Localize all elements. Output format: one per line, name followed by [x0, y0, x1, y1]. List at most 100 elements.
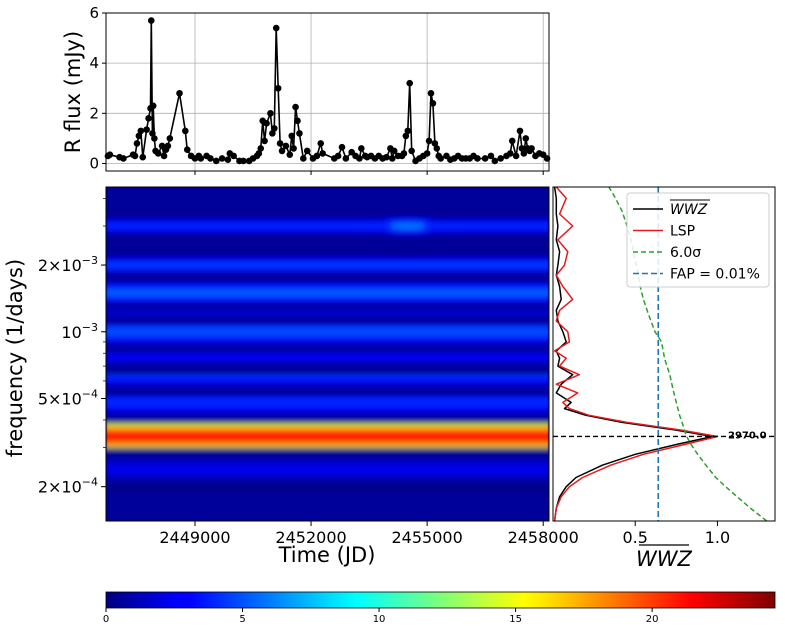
- lightcurve-point: [106, 151, 114, 158]
- colorbar-tick-label: 5: [239, 614, 245, 625]
- lightcurve-point: [313, 152, 321, 160]
- heatmap-band-layer: [106, 350, 549, 356]
- periodogram-x-tick-label: 0.5: [622, 528, 647, 547]
- periodogram-x-ticks: 0.5 1.0: [622, 521, 730, 547]
- lightcurve-y-ticks: 0 2 4 6: [89, 4, 106, 172]
- lightcurve-point: [274, 84, 282, 92]
- periodogram-panel: 0.5 1.0 WWZ WWZ LSP 6.0σ FAP = 0.01%: [552, 186, 776, 571]
- lightcurve-point: [491, 157, 499, 165]
- colorbar: 0 5 10 15 20: [103, 591, 776, 625]
- heatmap-y-tick-label: 10−3: [61, 321, 98, 342]
- lightcurve-point: [164, 142, 172, 150]
- lightcurve-point: [303, 147, 311, 155]
- heatmap-y-tick-label: 2×10−4: [38, 476, 98, 497]
- lightcurve-point: [406, 79, 414, 87]
- lightcurve-point: [255, 150, 263, 157]
- colorbar-gradient: [105, 591, 776, 609]
- lightcurve-point: [151, 135, 158, 142]
- lightcurve-ylabel: R flux (mJy): [61, 31, 85, 153]
- lightcurve-point: [516, 127, 524, 135]
- periodogram-line-lsp: [553, 187, 719, 521]
- lightcurve-point: [423, 150, 431, 157]
- periodogram-x-tick-label: 1.0: [705, 528, 730, 547]
- lightcurve-point: [522, 135, 530, 142]
- lightcurve-point: [390, 147, 398, 155]
- lightcurve-point: [508, 137, 516, 145]
- legend-label: FAP = 0.01%: [670, 267, 760, 283]
- lightcurve-y-tick-label: 4: [89, 54, 99, 72]
- lightcurve-point: [282, 142, 290, 150]
- heatmap-frame: [105, 186, 550, 522]
- lightcurve-point: [518, 145, 526, 152]
- lightcurve-point: [137, 127, 145, 135]
- lightcurve-point: [358, 145, 365, 152]
- heatmap-x-tick-label: 2455000: [391, 528, 462, 547]
- lightcurve-y-tick-label: 2: [89, 104, 99, 122]
- heatmap-ylabel: frequency (1/days): [3, 259, 27, 457]
- heatmap-x-ticks: 2449000 2452000 2455000 2458000: [159, 521, 579, 547]
- lightcurve-point: [261, 137, 268, 145]
- lightcurve-point: [290, 145, 297, 152]
- heatmap-y-tick-exponent: −3: [82, 321, 98, 334]
- wavelet-panel: 2449000 2452000 2455000 2458000 2×10−45×10−…: [3, 186, 579, 567]
- legend-label: WWZ: [670, 202, 708, 218]
- lightcurve-point: [160, 152, 168, 160]
- lightcurve-point: [402, 132, 410, 140]
- lightcurve-point: [276, 140, 284, 147]
- heatmap-y-tick-exponent: −4: [82, 387, 98, 400]
- heatmap-band-layer: [106, 329, 549, 335]
- heatmap-band-layer: [106, 431, 549, 442]
- lightcurve-point: [520, 150, 528, 157]
- lightcurve-point: [286, 151, 294, 158]
- heatmap-y-tick-base: 5×10: [38, 389, 82, 408]
- legend-label: LSP: [670, 224, 695, 240]
- lightcurve-point: [269, 130, 276, 137]
- periodogram-frame: [552, 186, 776, 522]
- colorbar-tick-label: 20: [646, 614, 659, 625]
- lightcurve-point: [197, 155, 205, 162]
- heatmap-band-layer: [106, 466, 549, 472]
- lightcurve-point: [528, 145, 535, 152]
- heatmap-y-tick-exponent: −3: [82, 254, 98, 267]
- lightcurve-point: [433, 145, 441, 152]
- lightcurve-point: [267, 110, 274, 117]
- lightcurve-point: [383, 153, 390, 161]
- heatmap-band-layer: [106, 263, 549, 267]
- colorbar-ticks: 0 5 10 15 20: [103, 608, 659, 625]
- lightcurve-point: [271, 125, 278, 132]
- heatmap-bands: [106, 211, 549, 491]
- heatmap-y-tick-base: 2×10: [38, 478, 82, 497]
- lightcurve-point: [400, 150, 408, 157]
- lightcurve-point: [429, 99, 437, 107]
- heatmap-band-layer: [106, 224, 549, 228]
- lightcurve-point: [230, 152, 237, 160]
- periodogram-line-wwz: [553, 187, 714, 521]
- lightcurve-point: [338, 143, 346, 151]
- legend: WWZ LSP 6.0σ FAP = 0.01%: [626, 192, 770, 288]
- heatmap-x-tick-label: 2452000: [275, 528, 346, 547]
- lightcurve-point: [278, 147, 286, 155]
- lightcurve-point: [272, 24, 280, 32]
- lightcurve-point: [263, 120, 270, 127]
- lightcurve-point: [218, 155, 226, 162]
- colorbar-tick-label: 0: [103, 614, 109, 625]
- lightcurve-point: [427, 89, 435, 97]
- heatmap-band-layer: [106, 372, 549, 378]
- lightcurve-point: [317, 140, 325, 147]
- heatmap-y-tick-exponent: −4: [82, 476, 98, 489]
- heatmap-band-layer: [106, 290, 549, 295]
- lightcurve-point: [319, 150, 326, 157]
- lightcurve-point: [224, 156, 232, 164]
- heatmap-y-ticks: 2×10−45×10−410−32×10−3: [38, 197, 106, 497]
- lightcurve-point: [147, 17, 155, 24]
- lightcurve-point: [404, 127, 412, 135]
- colorbar-tick-label: 15: [509, 614, 522, 625]
- lightcurve-point: [292, 103, 299, 111]
- lightcurve-point: [408, 147, 415, 155]
- lightcurve-point: [474, 155, 481, 162]
- lightcurve-point: [342, 155, 350, 162]
- lightcurve-point: [389, 155, 396, 162]
- lightcurve-point: [207, 155, 214, 162]
- peak-annotation-label: 2970.0: [728, 430, 767, 441]
- lightcurve-point: [300, 155, 307, 162]
